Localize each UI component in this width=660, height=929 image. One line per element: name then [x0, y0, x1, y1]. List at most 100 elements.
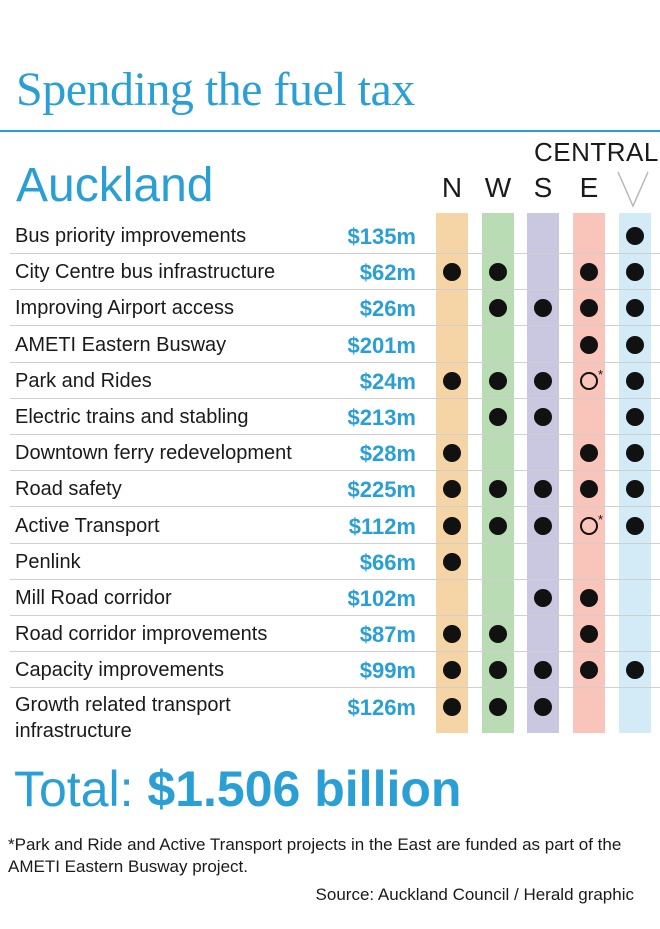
- table-row: Mill Road corridor $102m: [10, 580, 660, 616]
- project-amount: $112m: [348, 513, 416, 539]
- table-row: AMETI Eastern Busway $201m: [10, 327, 660, 363]
- dot-c: [626, 408, 644, 426]
- dot-w: [489, 516, 507, 535]
- row-divider: [10, 506, 660, 508]
- dot-w: [489, 661, 507, 680]
- table-row: Bus priority improvements $135m: [10, 218, 660, 254]
- dot-c: [626, 661, 644, 680]
- footnote: *Park and Ride and Active Transport proj…: [8, 835, 622, 876]
- dot-s: [534, 299, 552, 318]
- row-divider: [10, 289, 660, 291]
- project-name: AMETI Eastern Busway: [15, 333, 227, 356]
- title-divider: [0, 130, 660, 132]
- row-divider: [10, 253, 660, 254]
- table-row: Penlink $66m: [10, 544, 660, 580]
- row-divider: [10, 470, 660, 472]
- project-name: Improving Airport access: [15, 297, 234, 320]
- region-heading: Auckland: [16, 159, 214, 212]
- dot-n: [443, 371, 461, 390]
- project-name: Capacity improvements: [15, 659, 224, 682]
- table-row: Capacity improvements $99m: [10, 652, 660, 689]
- dot-n: [443, 625, 461, 644]
- dot-e: [580, 299, 598, 318]
- table-row: Road corridor improvements $87m: [10, 616, 660, 653]
- project-amount: $213m: [347, 405, 416, 430]
- dot-n: [443, 697, 461, 716]
- dot-w: [489, 625, 507, 644]
- project-amount: $225m: [347, 477, 416, 503]
- dot-c: [626, 335, 644, 354]
- column-header-e: E: [579, 172, 599, 203]
- row-divider: [10, 397, 660, 399]
- project-amount: $99m: [359, 658, 416, 684]
- dot-s: [534, 661, 552, 680]
- table-row: Road safety $225m: [10, 471, 660, 508]
- dot-n: [443, 516, 461, 535]
- project-name: Growth related transport infrastructure: [15, 693, 231, 742]
- dot-e: [580, 444, 598, 463]
- project-name: Park and Rides: [15, 369, 152, 392]
- project-amount: $66m: [359, 549, 416, 575]
- dot-w: [489, 299, 507, 318]
- dot-s: [534, 697, 552, 716]
- hollow-dot-e: [580, 516, 598, 535]
- central-column-label: CENTRAL: [534, 137, 659, 167]
- dot-s: [534, 589, 552, 607]
- project-name: Active Transport: [15, 514, 160, 537]
- dot-w: [489, 263, 507, 282]
- project-name: City Centre bus infrastructure: [15, 261, 276, 284]
- column-header-n: N: [441, 172, 463, 203]
- chart-title: Spending the fuel tax: [16, 63, 415, 116]
- hollow-dot-e: [580, 371, 598, 390]
- total-label: Total:: [14, 761, 134, 817]
- column-bar-n: [436, 213, 468, 733]
- column-header-w: W: [484, 172, 512, 203]
- dot-e: [580, 480, 598, 499]
- dot-s: [534, 480, 552, 499]
- dot-c: [626, 480, 644, 499]
- dot-w: [489, 697, 507, 716]
- dot-e: [580, 589, 598, 607]
- project-amount: $24m: [359, 368, 416, 394]
- dot-c: [626, 444, 644, 463]
- project-amount: $135m: [347, 224, 416, 249]
- project-amount: $26m: [359, 296, 416, 322]
- dot-n: [443, 552, 461, 571]
- project-amount: $201m: [347, 332, 416, 358]
- dot-w: [489, 480, 507, 499]
- project-name: Road safety: [15, 478, 122, 501]
- project-amount: $62m: [359, 260, 416, 286]
- central-bracket-icon: [617, 171, 649, 208]
- row-divider: [10, 434, 660, 435]
- dot-n: [443, 480, 461, 499]
- dot-c: [626, 516, 644, 535]
- column-bar-e: [573, 213, 605, 733]
- project-amount: $87m: [359, 622, 416, 648]
- dot-e: [580, 661, 598, 680]
- row-divider: [10, 542, 660, 544]
- project-name: Penlink: [15, 550, 81, 573]
- column-bar-s: [527, 213, 559, 733]
- dot-n: [443, 444, 461, 463]
- table-row: Improving Airport access $26m: [10, 290, 660, 327]
- table-row: Downtown ferry redevelopment $28m: [10, 435, 660, 472]
- dot-e: [580, 335, 598, 354]
- dot-w: [489, 371, 507, 390]
- dot-n: [443, 263, 461, 282]
- asterisk-mark: *: [598, 366, 604, 382]
- total-amount: $1.506 billion: [147, 761, 462, 817]
- asterisk-mark: *: [598, 511, 604, 527]
- column-bar-central: [619, 213, 651, 733]
- table-row: Active Transport $112m: [10, 508, 660, 544]
- dot-s: [534, 408, 552, 426]
- column-header-s: S: [533, 172, 553, 203]
- dot-s: [534, 516, 552, 535]
- dot-e: [580, 263, 598, 282]
- project-name: Road corridor improvements: [15, 623, 268, 646]
- row-divider: [10, 687, 660, 689]
- row-divider: [10, 615, 660, 616]
- project-name: Downtown ferry redevelopment: [15, 442, 292, 465]
- project-amount: $102m: [347, 586, 416, 611]
- table-row: City Centre bus infrastructure $62m: [10, 254, 660, 291]
- dot-c: [626, 227, 644, 245]
